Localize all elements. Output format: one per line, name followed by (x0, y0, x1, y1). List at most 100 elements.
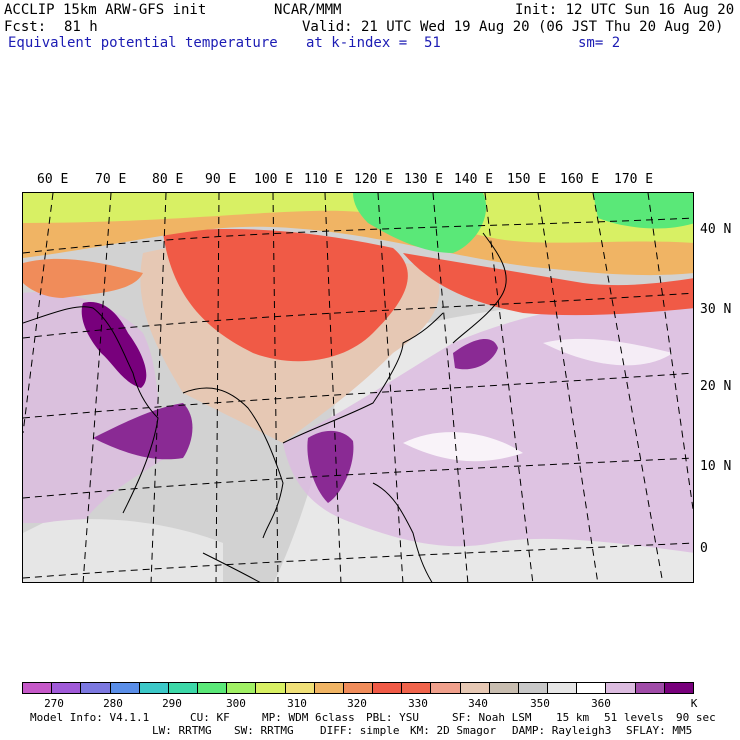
northern-band-yellow (23, 193, 693, 243)
coastlines (23, 232, 507, 582)
init-time: Init: 12 UTC Sun 16 Aug 20 (515, 2, 735, 18)
colorbar-label: 350 (530, 697, 550, 710)
colorbar-swatch (23, 683, 53, 693)
coastline (202, 552, 261, 582)
longitude-line (150, 193, 167, 582)
lat-label: 20 N (700, 379, 732, 394)
model-info-item: DIFF: simple (320, 724, 400, 737)
model-info-item: KM: 2D Smagor (410, 724, 497, 737)
longitude-line (23, 193, 54, 434)
model-info-item: MP: WDM 6class (262, 711, 355, 724)
colorbar-label: 340 (468, 697, 488, 710)
longitude-line (484, 193, 534, 582)
coastline (282, 312, 444, 444)
model-info-item: 15 km (556, 711, 590, 724)
model-info-item: 90 sec (676, 711, 716, 724)
northeast-cold-region (593, 193, 693, 229)
longitude-line (537, 193, 599, 582)
colorbar-label: 280 (103, 697, 123, 710)
colorbar-swatch (431, 683, 461, 693)
coastline (182, 387, 284, 539)
model-info-item: DAMP: Rayleigh3 (512, 724, 612, 737)
level-label: at k-index = 51 (306, 35, 441, 51)
longitude-line (377, 193, 404, 582)
plateau-high-theta-e (163, 228, 408, 362)
colorbar-swatch (256, 683, 286, 693)
colorbar-swatch (168, 683, 199, 693)
fcst-value: 81 h (64, 19, 98, 35)
map-panel (22, 192, 694, 583)
mongolia-cold-region (353, 193, 487, 253)
lon-label: 120 E (354, 172, 394, 187)
lon-label: 110 E (304, 172, 344, 187)
lon-label: 70 E (95, 172, 127, 187)
longitude-line (215, 193, 220, 582)
model-info-item: SF: Noah LSM (452, 711, 532, 724)
very-high-theta-e-south-china-sea (307, 430, 354, 503)
colorbar-label: 310 (287, 697, 307, 710)
org-label: NCAR/MMM (274, 2, 342, 18)
longitude-line (82, 193, 112, 582)
ocean-white-patch (403, 432, 523, 462)
model-info-item: Model Info: V4.1.1 (30, 711, 150, 724)
coastline (372, 482, 433, 582)
colorbar-unit: K (690, 697, 698, 710)
colorbar (22, 682, 694, 694)
colorbar-label: 330 (408, 697, 428, 710)
very-high-theta-e-east-china-sea (453, 338, 498, 370)
lat-label: 0 (700, 541, 708, 556)
colorbar-swatch (664, 683, 693, 693)
colorbar-swatch (198, 683, 228, 693)
coastline (23, 306, 159, 514)
colorbar-swatch (81, 683, 111, 693)
colorbar-label: 300 (226, 697, 246, 710)
westasia-warm-region (23, 258, 143, 298)
colorbar-swatch (314, 683, 344, 693)
smooth-label: sm= 2 (578, 35, 621, 51)
lon-label: 60 E (37, 172, 69, 187)
lat-label: 10 N (700, 459, 732, 474)
lon-label: 80 E (152, 172, 184, 187)
latitude-line (23, 542, 693, 579)
pacific-warm-band (403, 253, 693, 316)
lon-label: 100 E (254, 172, 294, 187)
field-name: Equivalent potential temperature (8, 35, 278, 51)
latitude-line (23, 372, 693, 419)
latitude-line (23, 217, 693, 254)
colorbar-swatch (285, 683, 315, 693)
latitude-line (23, 457, 693, 499)
colorbar-swatch (110, 683, 140, 693)
ocean-white-patch (543, 338, 673, 366)
colorbar-swatch (548, 683, 578, 693)
longitude-line (272, 193, 279, 582)
colorbar-swatch (52, 683, 82, 693)
model-info-item: 51 levels (604, 711, 664, 724)
colorbar-swatch (343, 683, 374, 693)
lon-label: 90 E (205, 172, 237, 187)
colorbar-swatch (373, 683, 403, 693)
colorbar-swatch (635, 683, 665, 693)
model-info-item: LW: RRTMG (152, 724, 212, 737)
lon-label: 160 E (560, 172, 600, 187)
model-info-item: CU: KF (190, 711, 230, 724)
lon-label: 130 E (404, 172, 444, 187)
longitude-line (592, 193, 664, 582)
colorbar-swatch (606, 683, 636, 693)
colorbar-swatch (518, 683, 549, 693)
colorbar-swatch (227, 683, 257, 693)
colorbar-swatch (460, 683, 490, 693)
colorbar-label: 270 (44, 697, 64, 710)
theta-e-map (23, 193, 693, 582)
model-info-item: PBL: YSU (366, 711, 419, 724)
model-title: ACCLIP 15km ARW-GFS init (4, 2, 207, 18)
very-high-theta-e-bay-of-bengal (93, 403, 193, 460)
lat-label: 30 N (700, 302, 732, 317)
colorbar-label: 290 (162, 697, 182, 710)
colorbar-label: 360 (591, 697, 611, 710)
longitude-line (324, 193, 342, 582)
lon-label: 170 E (614, 172, 654, 187)
lon-label: 140 E (454, 172, 494, 187)
valid-time: Valid: 21 UTC Wed 19 Aug 20 (06 JST Thu … (302, 19, 724, 35)
lat-lon-grid (23, 193, 693, 582)
longitude-line (432, 193, 469, 582)
